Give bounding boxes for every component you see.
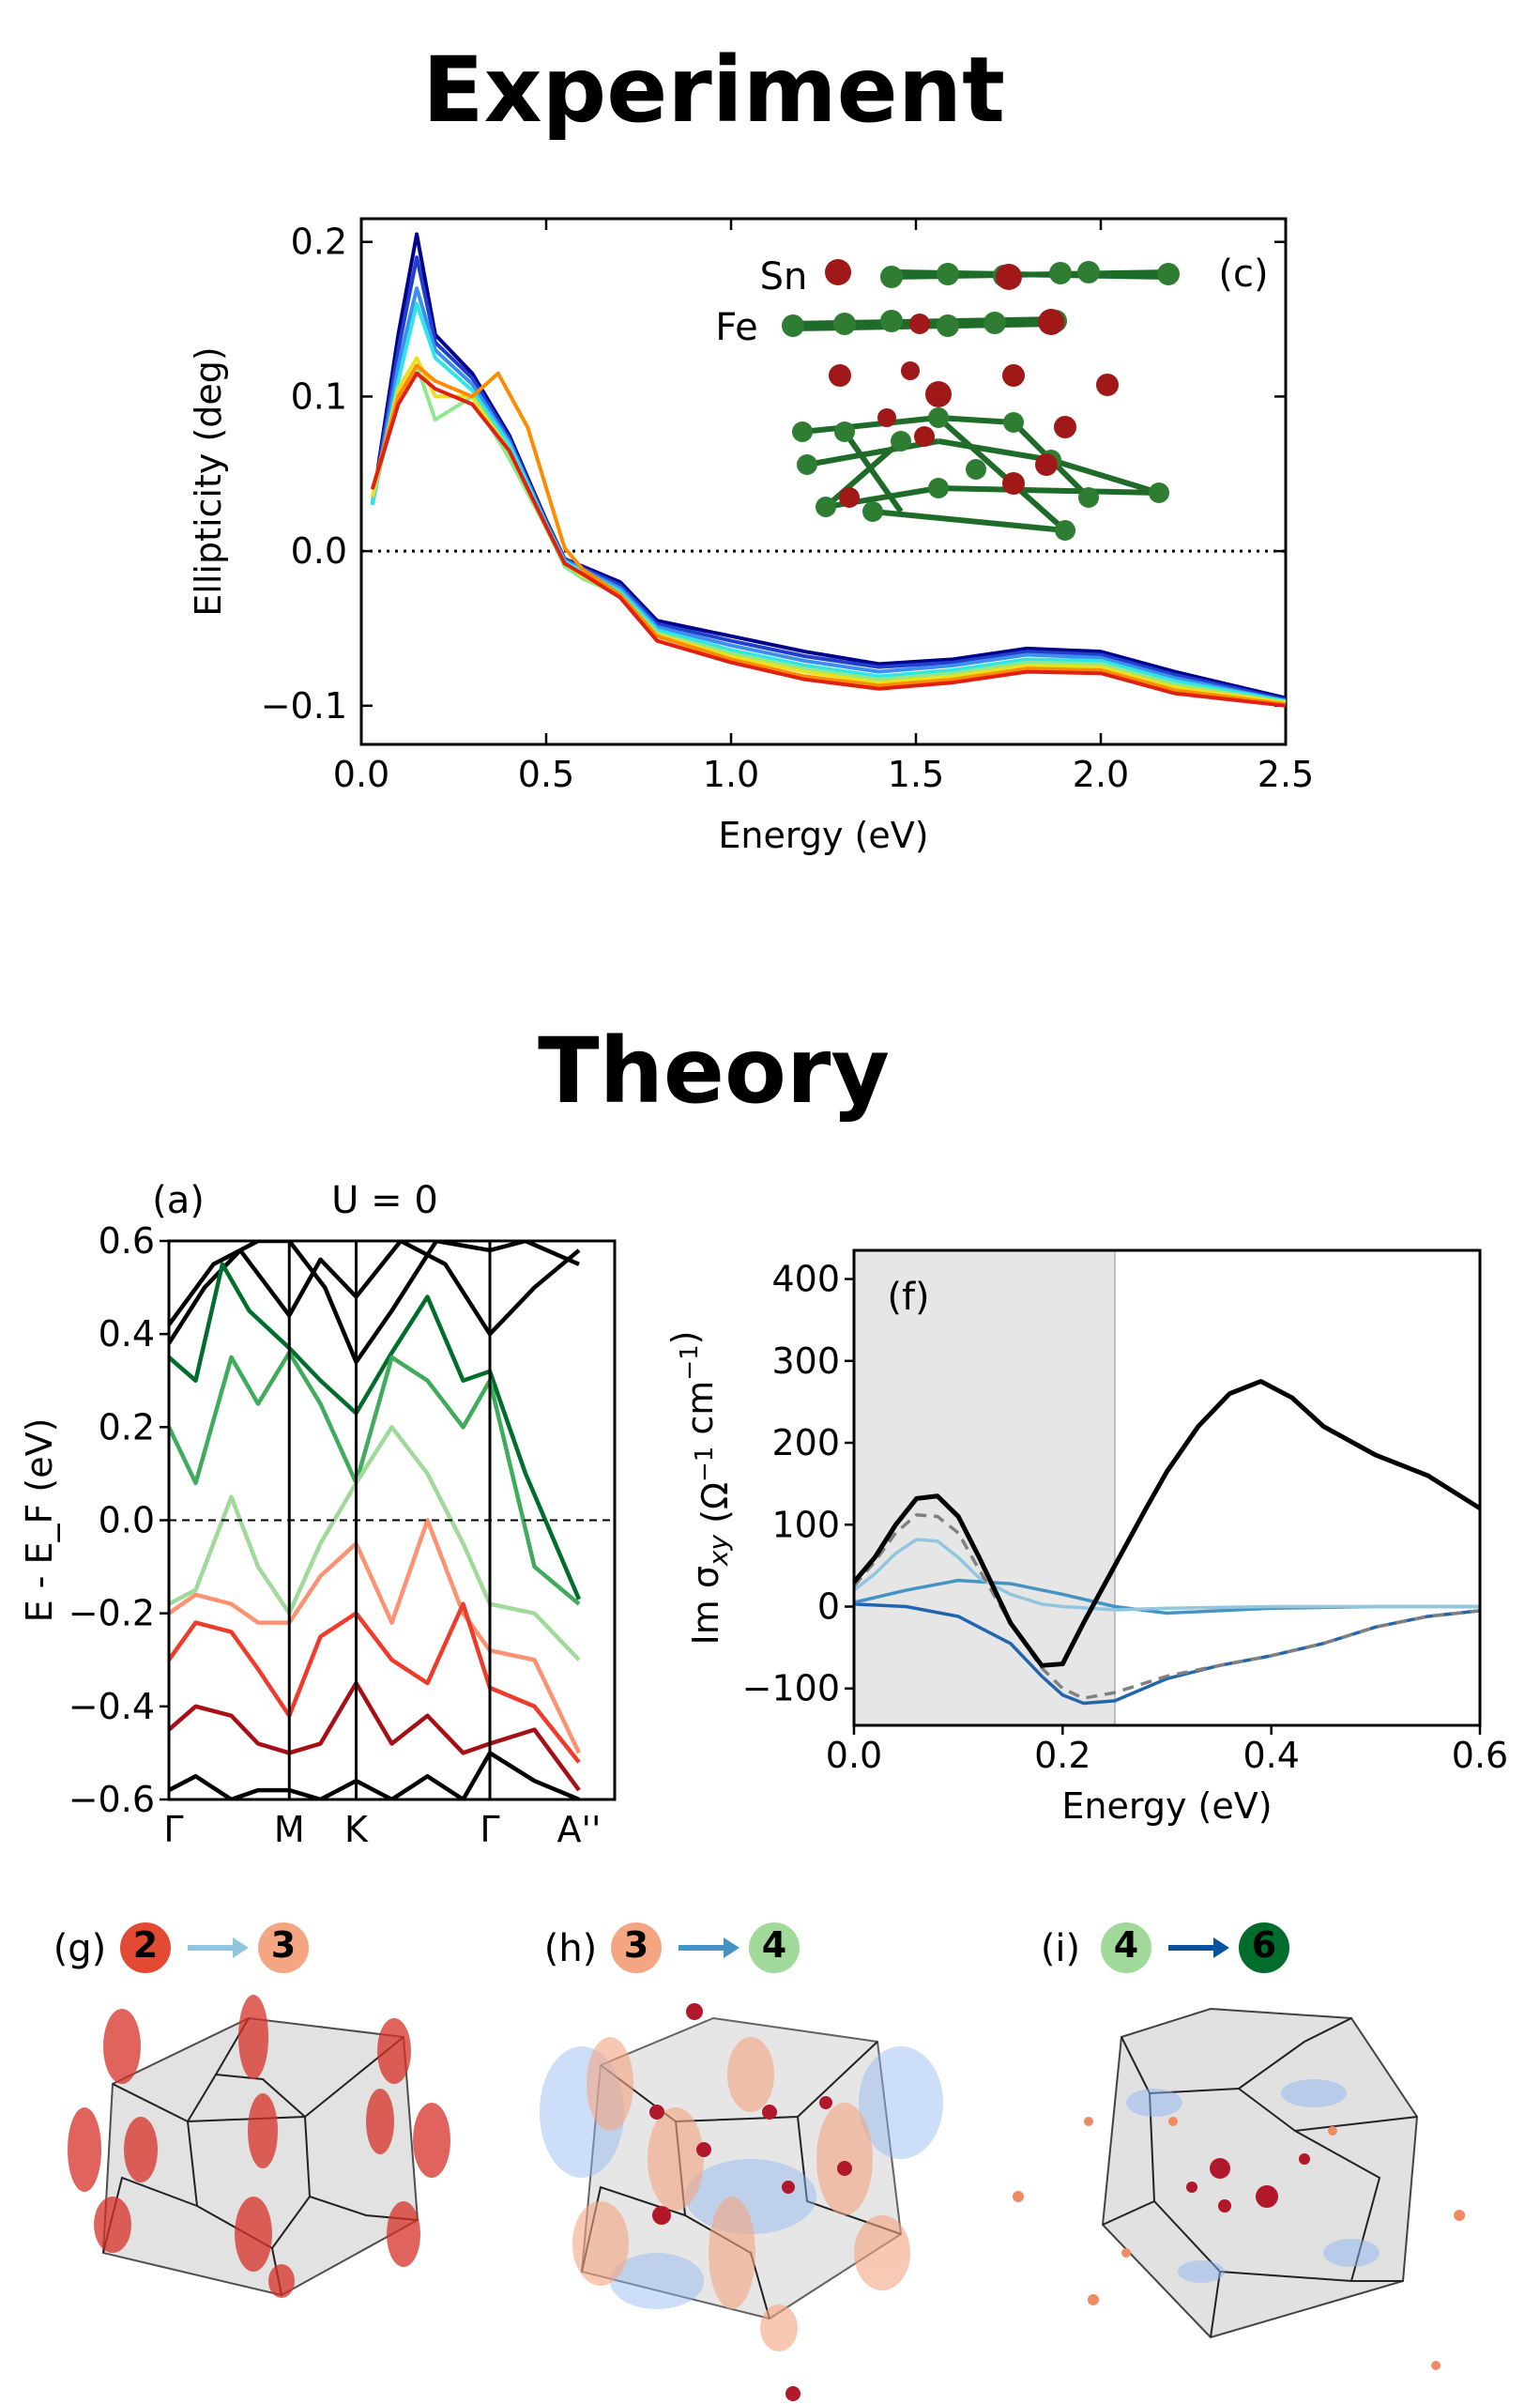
transition-arrow-head [724, 1937, 740, 1958]
bz-header-h: (h) 3 4 [544, 1922, 800, 1973]
ellipticity-curve-3 [370, 286, 1287, 703]
y-tick-label-a: 0.2 [99, 1406, 155, 1447]
y-tick-label: 0.0 [291, 530, 347, 572]
chart-title-a: U = 0 [331, 1179, 438, 1222]
sigma-transition-2-3 [852, 1538, 1480, 1612]
band-index-to: 4 [762, 1924, 786, 1966]
y-tick-label-a: 0.4 [99, 1313, 155, 1355]
y-tick-label-f: 400 [771, 1259, 840, 1300]
crystal-structure-inset [782, 259, 1180, 541]
y-tick-label-a: −0.6 [69, 1779, 155, 1820]
x-tick-label: 2.5 [1258, 754, 1314, 795]
band-index-badge [1239, 1922, 1289, 1973]
y-tick-label-f: 200 [771, 1422, 840, 1463]
kpoint-label: Γ [480, 1809, 499, 1850]
y-tick-label: 0.1 [291, 375, 347, 417]
band-index-badge [258, 1922, 309, 1973]
x-tick-label-f: 0.6 [1452, 1735, 1508, 1776]
transition-arrow-head [1213, 1937, 1229, 1958]
panel-label-a: (a) [152, 1179, 205, 1222]
x-tick-label: 2.0 [1073, 754, 1129, 795]
bz-panel-i [1013, 2007, 1465, 2370]
y-axis-label: Ellipticity (deg) [188, 346, 229, 616]
bz-panel-g [68, 1995, 450, 2298]
bz-panel-h [540, 2003, 943, 2401]
ellipticity-curve-4 [370, 301, 1287, 703]
plot-frame-f [852, 1248, 1482, 1727]
x-tick-label-f: 0.2 [1034, 1735, 1090, 1776]
kpoint-label: K [344, 1809, 369, 1850]
experiment-heading: Experiment [422, 38, 1005, 143]
fe-label: Fe [715, 306, 757, 349]
y-tick-label-f: 0 [817, 1586, 840, 1628]
x-tick-label: 0.0 [333, 754, 389, 795]
y-tick-label-a: 0.6 [99, 1220, 155, 1262]
y-tick-label-f: −100 [742, 1668, 840, 1709]
band-index-badge [611, 1922, 662, 1973]
band-index-from: 4 [1114, 1924, 1138, 1966]
band-index-badge [1101, 1922, 1151, 1973]
y-tick-label: 0.2 [291, 222, 347, 263]
panel-label-c: (c) [1218, 253, 1268, 296]
kpoint-label: A'' [557, 1809, 602, 1850]
transition-arrow-head [233, 1937, 249, 1958]
band-index-from: 2 [133, 1924, 158, 1966]
sn-label: Sn [760, 255, 808, 299]
x-tick-label-f: 0.0 [826, 1735, 882, 1776]
ellipticity-chart: 0.0 0.5 1.0 1.5 2.0 2.5 −0.1 0.0 0.1 0.2 Energy (e… [188, 217, 1314, 856]
band-index-from: 3 [624, 1924, 648, 1966]
band-index-badge [749, 1922, 800, 1973]
y-tick-label-a: −0.2 [69, 1593, 155, 1634]
kpoint-label: Γ [163, 1809, 183, 1850]
ellipticity-curve-7 [370, 363, 1287, 707]
ellipticity-curve-2 [370, 255, 1287, 702]
panel-label-f: (f) [887, 1276, 929, 1319]
bz-header-g: (g) 2 3 [53, 1922, 309, 1973]
x-tick-label: 0.5 [518, 754, 574, 795]
y-tick-label: −0.1 [261, 685, 347, 727]
x-tick-label-f: 0.4 [1243, 1735, 1299, 1776]
y-tick-label-f: 300 [771, 1340, 840, 1382]
kpoint-label: M [274, 1809, 305, 1850]
sigma-total [852, 1379, 1482, 1668]
bz-panel-label: (i) [1041, 1927, 1080, 1970]
band-index-to: 3 [271, 1924, 296, 1966]
bz-header-i: (i) 4 6 [1041, 1922, 1289, 1973]
y-axis-label-f: Im σxy (Ω−1 cm−1) [664, 1331, 736, 1646]
bz-panel-label: (g) [53, 1927, 107, 1970]
x-tick-label: 1.0 [703, 754, 759, 795]
theory-heading: Theory [538, 1018, 890, 1124]
y-tick-label-f: 100 [771, 1504, 840, 1545]
ellipticity-curve-8 [370, 371, 1287, 708]
x-tick-label: 1.5 [888, 754, 944, 795]
plot-frame [359, 217, 1288, 746]
y-tick-label-a: −0.4 [69, 1686, 155, 1727]
x-axis-label-f: Energy (eV) [1061, 1785, 1272, 1827]
x-axis-label: Energy (eV) [718, 815, 928, 856]
sigma-transition-4-6 [853, 1602, 1481, 1706]
bz-panel-label: (h) [544, 1927, 598, 1970]
band-index-to: 6 [1252, 1924, 1276, 1966]
sigma-dashed-sum [852, 1513, 1481, 1700]
y-axis-label-a: E - E_F (eV) [19, 1418, 60, 1623]
band-index-badge [120, 1922, 171, 1973]
y-tick-label-a: 0.0 [99, 1500, 155, 1541]
